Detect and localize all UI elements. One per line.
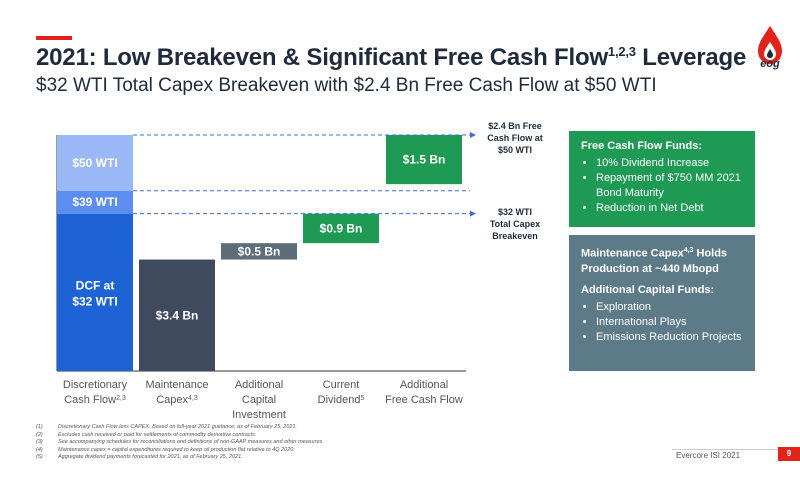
- dcf-segment-bar: [57, 190, 133, 214]
- capital-funds-list: Exploration International Plays Emission…: [569, 300, 755, 345]
- footnote: (3) See accompanying schedules for reconc…: [36, 439, 324, 447]
- dcf-segment-label: DCF at: [76, 278, 115, 292]
- footnote-text: Maintenance capex = capital expenditures…: [58, 446, 295, 453]
- capex-heading-ref: 4,3: [683, 247, 694, 254]
- category-label: Maintenance: [146, 379, 209, 391]
- list-item: 10% Dividend Increase: [596, 156, 755, 171]
- annotation-fcf-line-3: $50 WTI: [497, 145, 532, 155]
- waterfall-bar: [303, 213, 379, 244]
- footnote-number: (1): [36, 424, 43, 430]
- category-label-line: Dividend: [318, 394, 361, 406]
- category-footnote-ref: 5: [360, 395, 364, 402]
- category-footnote-ref: 4,3: [188, 395, 198, 402]
- category-label-line: Capex: [156, 394, 188, 406]
- category-footnote-ref: 2,3: [116, 395, 126, 402]
- capex-heading: Maintenance Capex4,3 Holds Production at…: [569, 235, 755, 277]
- waterfall-bar: [221, 243, 297, 260]
- capex-heading-tail: Holds Production at ~440 Mbopd: [581, 247, 728, 275]
- title-accent-bar: [36, 36, 72, 40]
- footnote-text: Aggregate dividend payments forecasted f…: [58, 454, 243, 461]
- category-label-line: Cash Flow: [64, 394, 116, 406]
- category-label: Investment: [232, 409, 286, 421]
- annotation-fcf-line-2: Cash Flow at: [487, 133, 543, 143]
- dcf-segment-label: $39 WTI: [72, 195, 117, 209]
- footnote-number: (4): [36, 446, 43, 453]
- flame-drop-icon: [758, 26, 782, 64]
- footnote-text: Excludes cash received or paid for settl…: [58, 431, 257, 438]
- dcf-segment-bar: [57, 135, 133, 191]
- bar-value-label: $0.9 Bn: [320, 221, 363, 235]
- footnote: (5) Aggregate dividend payments forecaste…: [36, 454, 324, 462]
- bar-value-label: $1.5 Bn: [403, 153, 446, 167]
- page-number: 9: [778, 447, 800, 461]
- category-label-line: Free Cash Flow: [385, 394, 463, 406]
- footer-divider: [672, 449, 800, 464]
- category-label: Cash Flow2,3: [64, 394, 126, 406]
- footer-event: Evercore ISI 2021: [676, 451, 741, 460]
- title-tail: Leverage: [635, 44, 747, 71]
- list-item: Exploration: [596, 300, 755, 315]
- category-label: Discretionary: [63, 379, 128, 391]
- capex-panel: Maintenance Capex4,3 Holds Production at…: [569, 235, 755, 371]
- capex-heading-text: Maintenance Capex: [581, 247, 684, 260]
- footnote: (2) Excludes cash received or paid for se…: [36, 432, 324, 440]
- category-label: Free Cash Flow: [385, 394, 463, 406]
- capital-funds-heading: Additional Capital Funds:: [581, 283, 715, 296]
- waterfall-bar: [139, 259, 215, 371]
- category-label-line: Capital: [242, 394, 276, 406]
- category-label: Additional: [235, 379, 283, 391]
- list-item: International Plays: [596, 315, 755, 330]
- fcf-funds-panel: Free Cash Flow Funds: 10% Dividend Incre…: [569, 131, 755, 227]
- footnote-number: (5): [36, 454, 43, 461]
- logo-wordmark: eog: [760, 58, 780, 70]
- category-label: Dividend5: [318, 394, 365, 406]
- bar-value-label: $3.4 Bn: [156, 308, 199, 322]
- footnote: (1) Discretionary Cash Flow less CAPEX. B…: [36, 424, 324, 432]
- category-label: Current: [323, 379, 360, 391]
- footnote-text: See accompanying schedules for reconcili…: [58, 439, 324, 446]
- waterfall-chart: DCF at $32 WTI $39 WTI $50 WTI $3.4 Bn $0.5 B…: [56, 132, 476, 421]
- footnote-number: (3): [36, 439, 43, 446]
- page-subtitle: $32 WTI Total Capex Breakeven with $2.4 …: [36, 75, 657, 96]
- annotation-be-line-3: Breakeven: [492, 231, 538, 241]
- title-footnote-ref: 1,2,3: [607, 44, 636, 59]
- annotation-breakeven-32: $32 WTI Total Capex Breakeven: [480, 206, 550, 242]
- page-title: 2021: Low Breakeven & Significant Free C…: [36, 44, 746, 72]
- bar-value-label: $0.5 Bn: [238, 244, 281, 258]
- fcf-funds-heading: Free Cash Flow Funds:: [581, 140, 703, 152]
- fcf-funds-list: 10% Dividend Increase Repayment of $750 …: [569, 156, 755, 216]
- waterfall-bar: [386, 135, 462, 185]
- list-item: Repayment of $750 MM 2021 Bond Maturity: [596, 171, 755, 201]
- footnote: (4) Maintenance capex = capital expenditu…: [36, 447, 324, 455]
- footnotes: (1) Discretionary Cash Flow less CAPEX. B…: [36, 424, 324, 462]
- arrow-head-icon: [470, 210, 476, 217]
- category-label: Capex4,3: [156, 394, 198, 406]
- title-main: 2021: Low Breakeven & Significant Free C…: [36, 44, 608, 71]
- footnote-number: (2): [36, 431, 43, 438]
- footnote-text: Discretionary Cash Flow less CAPEX. Base…: [58, 424, 298, 430]
- annotation-fcf-line-1: $2.4 Bn Free: [488, 121, 542, 131]
- arrow-head-icon: [470, 132, 476, 138]
- category-label: Additional: [400, 379, 448, 391]
- annotation-fcf-50: $2.4 Bn Free Cash Flow at $50 WTI: [480, 120, 550, 156]
- list-item: Reduction in Net Debt: [596, 201, 755, 216]
- dcf-segment-bar: [57, 213, 133, 371]
- dcf-segment-label: $32 WTI: [72, 294, 117, 308]
- dcf-segment-label: $50 WTI: [72, 156, 117, 170]
- category-label: Capital: [242, 394, 276, 406]
- annotation-be-line-2: Total Capex: [489, 219, 541, 229]
- annotation-be-line-1: $32 WTI: [497, 207, 532, 217]
- list-item: Emissions Reduction Projects: [596, 330, 755, 345]
